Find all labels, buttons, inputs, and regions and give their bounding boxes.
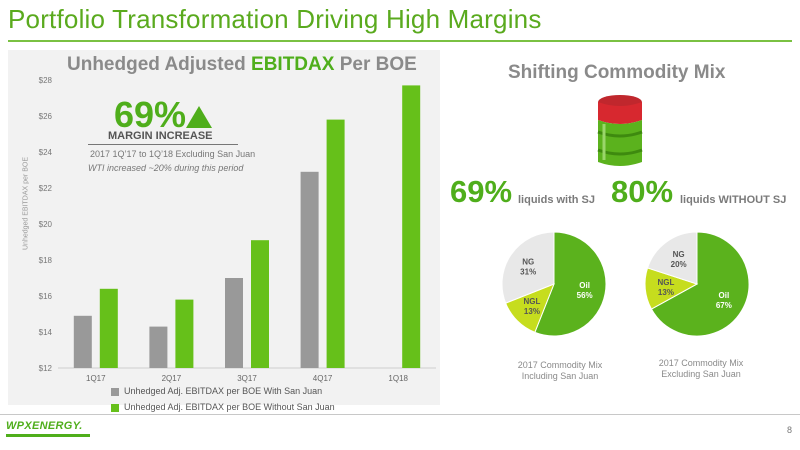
pie1-caption: 2017 Commodity Mix Including San Juan xyxy=(517,360,603,381)
bar-with-sj xyxy=(225,278,243,368)
stat-with-sj-label: liquids with SJ xyxy=(518,194,596,206)
x-tick-label: 1Q17 xyxy=(86,374,106,383)
title-rule xyxy=(8,40,792,42)
pie-slice-value: 13% xyxy=(524,307,540,316)
legend-without-sj: Unhedged Adj. EBITDAX per BOE Without Sa… xyxy=(124,402,335,412)
stat-without-sj-value: 80% xyxy=(611,174,674,209)
pie-slice-ng xyxy=(501,231,555,304)
y-tick-label: $28 xyxy=(39,76,53,85)
y-tick-label: $24 xyxy=(39,148,53,157)
stat-without-sj-label: liquids WITHOUT SJ xyxy=(680,194,787,206)
bar-without-sj xyxy=(99,288,118,368)
chart-heading: Unhedged Adjusted EBITDAX Per BOE xyxy=(67,54,417,76)
bar-with-sj xyxy=(300,171,319,368)
pie-slice-oil xyxy=(650,231,750,337)
margin-increase-label: MARGIN INCREASE xyxy=(108,130,213,142)
pie-slice-ng xyxy=(646,231,698,285)
stat-with-sj-value: 69% xyxy=(450,174,513,209)
pie-slice-label: Oil xyxy=(579,281,590,290)
mix-heading: Shifting Commodity Mix xyxy=(508,62,726,83)
chart-heading-suffix: Per BOE xyxy=(334,54,417,75)
chart-heading-highlight: EBITDAX xyxy=(251,54,335,75)
margin-increase-value: 69% xyxy=(114,94,187,135)
y-tick-label: $20 xyxy=(39,220,53,229)
legend-swatch-with-sj xyxy=(111,388,119,396)
bar-without-sj xyxy=(326,119,345,368)
pie-slice-oil xyxy=(534,231,607,337)
callout-subtitle: 2017 1Q’17 to 1Q’18 Excluding San Juan xyxy=(90,149,256,159)
y-tick-label: $16 xyxy=(39,292,53,301)
y-tick-label: $12 xyxy=(39,364,53,373)
logo-bar xyxy=(6,434,90,437)
pie-slice-value: 20% xyxy=(671,260,687,269)
x-tick-label: 2Q17 xyxy=(162,374,182,383)
pie-slice-value: 67% xyxy=(716,301,732,310)
page-title: Portfolio Transformation Driving High Ma… xyxy=(8,4,542,34)
y-tick-label: $18 xyxy=(39,256,53,265)
legend-with-sj: Unhedged Adj. EBITDAX per BOE With San J… xyxy=(124,386,323,396)
pie-slice-value: 56% xyxy=(577,291,593,300)
callout-note: WTI increased ~20% during this period xyxy=(88,163,244,173)
logo-text: WPXENERGY. xyxy=(6,420,83,432)
pie-slice-label: NGL xyxy=(657,278,674,287)
company-logo: WPXENERGY. xyxy=(6,420,90,437)
x-tick-label: 1Q18 xyxy=(388,374,408,383)
pie-slice-label: Oil xyxy=(719,291,730,300)
y-tick-label: $14 xyxy=(39,328,53,337)
x-tick-label: 3Q17 xyxy=(237,374,257,383)
pie2-caption: 2017 Commodity Mix Excluding San Juan xyxy=(658,358,744,379)
pie-slice-label: NGL xyxy=(523,297,540,306)
pie-slice-value: 13% xyxy=(658,288,674,297)
pie-slice-label: NG xyxy=(673,250,685,259)
bar-with-sj xyxy=(149,326,168,368)
pie-slice-value: 31% xyxy=(520,267,536,276)
bar-without-sj xyxy=(402,85,421,369)
x-tick-label: 4Q17 xyxy=(313,374,333,383)
legend-swatch-without-sj xyxy=(111,404,119,412)
chart-heading-prefix: Unhedged Adjusted xyxy=(67,54,252,75)
bar-with-sj xyxy=(73,315,92,368)
bar-without-sj xyxy=(251,240,269,368)
footer-rule xyxy=(0,414,800,415)
bar-without-sj xyxy=(175,299,194,368)
pie-slice-label: NG xyxy=(522,257,534,266)
y-tick-label: $22 xyxy=(39,184,53,193)
oil-barrel-icon xyxy=(597,95,643,166)
up-triangle-icon xyxy=(186,106,212,128)
callout-rule xyxy=(88,144,238,145)
y-tick-label: $26 xyxy=(39,112,53,121)
page-number: 8 xyxy=(786,425,792,435)
